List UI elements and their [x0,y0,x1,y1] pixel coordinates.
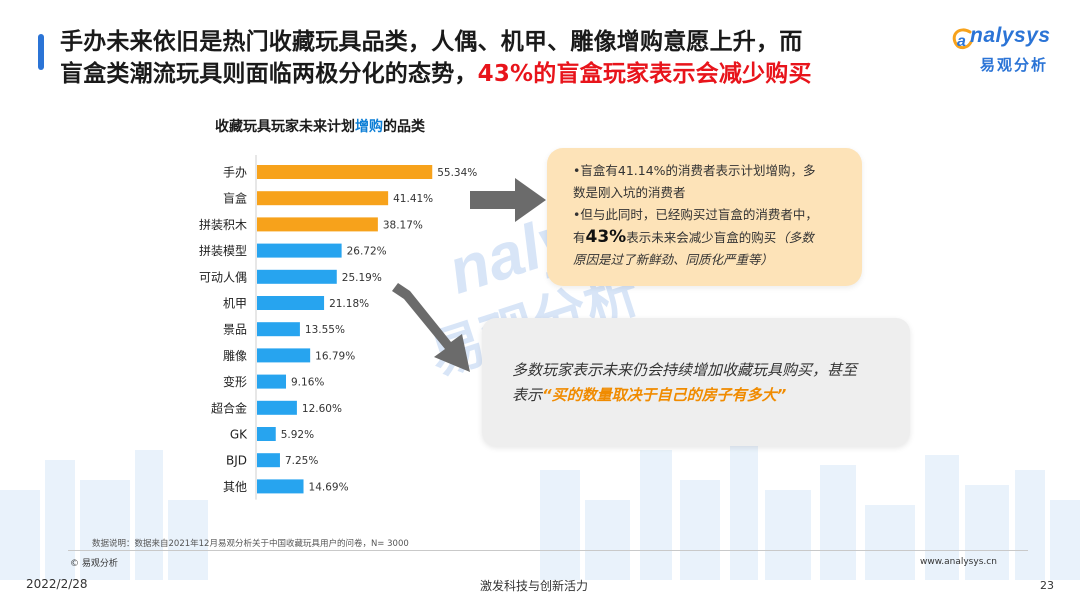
svg-text:a: a [957,33,966,50]
value-label: 7.25% [285,455,318,467]
category-label: 机甲 [223,297,247,311]
bar [257,269,337,284]
copyright: © 易观分析 [70,559,118,569]
slogan: 激发科技与创新活力 [480,579,589,593]
data-source-note: 数据说明：数据来自2021年12月易观分析关于中国收藏玩具用户的问卷，N= 30… [92,539,409,549]
title-line-1: 手办未来依旧是热门收藏玩具品类，人偶、机甲、雕像增购意愿上升，而 [60,29,803,55]
bar [257,427,276,441]
chart-title: 收藏玩具玩家未来计划增购的品类 [160,116,480,136]
bar [257,165,433,179]
chart-title-suffix: 的品类 [383,119,425,135]
callout-top-line-1: •盲盒有41.14%的消费者表示计划增购，多 [573,163,816,178]
chart-title-highlight: 增购 [355,119,383,135]
category-label: 拼装积木 [199,218,247,232]
category-label: GK [230,428,248,442]
callout-bottom-line-1: 多数玩家表示未来仍会持续增加收藏玩具购买，甚至 [512,361,858,379]
page-number: 23 [1040,579,1054,592]
bar [257,296,325,310]
category-label: 可动人偶 [199,270,247,284]
category-label: 盲盒 [223,191,247,206]
value-label: 21.18% [329,298,369,310]
logo-wordmark: nalysys [970,24,1051,47]
bar [257,400,297,415]
category-label: 超合金 [211,400,247,415]
callout-bottom-quote: “买的数量取决于自己的房子有多大” [542,386,787,404]
footer-divider [68,550,1028,551]
bar [257,191,389,206]
bar [257,479,304,494]
value-label: 25.19% [342,272,382,284]
value-label: 14.69% [309,481,349,493]
callout-top-line-2: 数是刚入坑的消费者 [573,185,686,200]
category-label: 其他 [223,480,247,494]
value-label: 5.92% [281,429,314,441]
value-label: 55.34% [437,167,477,179]
report-date: 2022/2/28 [26,577,88,591]
website-link[interactable]: www.analysys.cn [920,557,997,567]
callout-top-line-4: 有43%表示未来会减少盲盒的购买（多数 [573,227,814,247]
logo-cn-text: 易观分析 [980,56,1049,74]
page-title: 手办未来依旧是热门收藏玩具品类，人偶、机甲、雕像增购意愿上升，而 盲盒类潮流玩具… [60,26,940,90]
bar [257,348,311,363]
value-label: 9.16% [291,377,324,389]
bar [257,453,280,468]
category-label: BJD [226,454,247,468]
bar [257,243,342,258]
category-label: 拼装模型 [199,244,247,258]
category-label: 景品 [223,323,247,337]
title-highlight: 43%的盲盒玩家表示会减少购买 [477,61,812,87]
bar-chart: 手办 55.34% 盲盒 41.41% 拼装积木 38.17% 拼装模型 26.72% 可动人偶… [199,155,477,500]
value-label: 12.60% [302,403,342,415]
callout-top-line-5: 原因是过了新鲜劲、同质化严重等） [573,252,774,267]
callout-blind-box: •盲盒有41.14%的消费者表示计划增购，多 数是刚入坑的消费者 •但与此同时，… [547,148,862,286]
value-label: 16.79% [315,350,355,362]
category-label: 手办 [223,165,247,180]
bar [257,322,300,337]
callout-players-quote: 多数玩家表示未来仍会持续增加收藏玩具购买，甚至 表示“买的数量取决于自己的房子有… [482,318,910,446]
logo-swoosh-icon: a [952,28,973,50]
value-label: 41.41% [393,193,433,205]
analysys-logo: a nalysys 易观分析 [950,22,1060,82]
bar [257,217,378,232]
value-label: 13.55% [305,324,345,336]
value-label: 38.17% [383,219,423,231]
title-accent-bar [38,34,44,70]
skyline-background [0,440,1080,580]
callout-top-43-percent: 43% [585,227,627,247]
value-label: 26.72% [347,246,387,258]
chart-title-prefix: 收藏玩具玩家未来计划 [215,119,355,135]
category-label: 变形 [223,374,247,389]
title-line-2: 盲盒类潮流玩具则面临两极分化的态势， [60,61,478,87]
callout-top-line-3: •但与此同时，已经购买过盲盒的消费者中， [573,207,818,222]
category-label: 雕像 [223,348,247,363]
callout-bottom-line-2-prefix: 表示 [512,386,543,404]
bar [257,374,287,389]
